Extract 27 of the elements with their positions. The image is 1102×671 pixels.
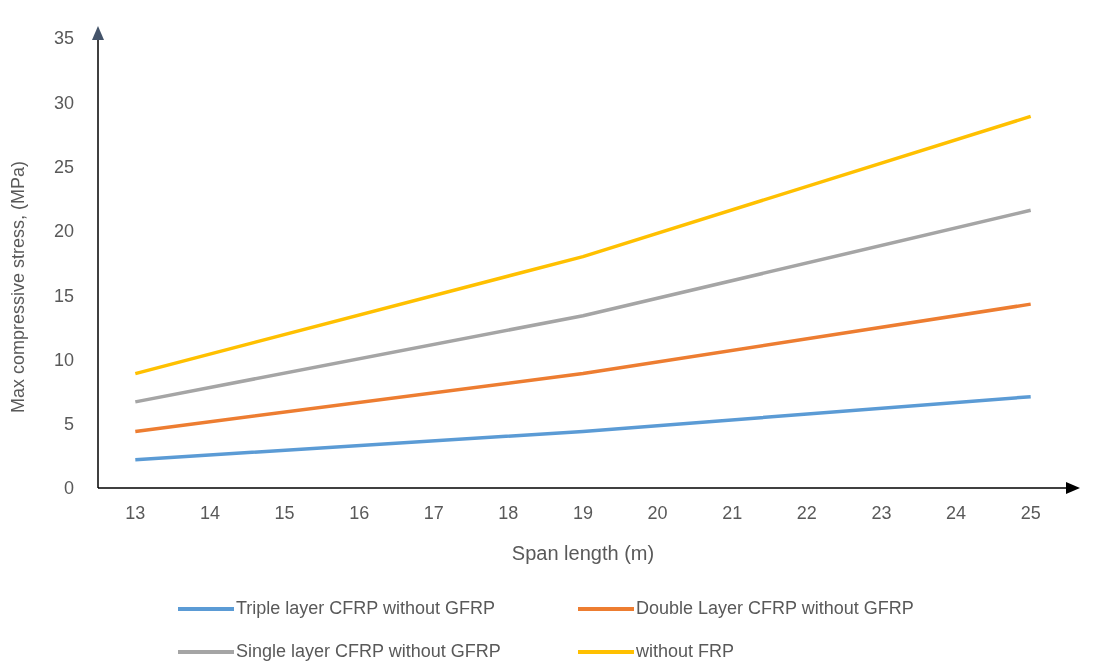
x-tick-label: 18 (498, 502, 519, 523)
legend-label: Single layer CFRP without GFRP (236, 641, 501, 662)
x-tick-label: 21 (722, 502, 743, 523)
legend-label: Triple layer CFRP without GFRP (236, 598, 496, 619)
x-tick-label: 17 (423, 502, 444, 523)
x-tick-label: 20 (647, 502, 668, 523)
y-tick-label: 30 (53, 92, 74, 113)
y-tick-label: 15 (53, 285, 74, 306)
y-tick-label: 0 (63, 478, 74, 499)
x-tick-label: 19 (572, 502, 594, 523)
y-tick-label: 5 (63, 414, 74, 435)
y-axis-title: Max compressive stress, (MPa) (8, 160, 29, 413)
x-tick-label: 13 (125, 502, 146, 523)
y-tick-label: 25 (53, 156, 74, 177)
x-tick-label: 25 (1020, 502, 1041, 523)
x-tick-label: 14 (199, 502, 220, 523)
y-tick-label: 35 (53, 28, 74, 49)
x-tick-label: 24 (946, 502, 967, 523)
x-tick-label: 23 (871, 502, 892, 523)
x-tick-label: 15 (274, 502, 295, 523)
y-tick-label: 10 (53, 349, 74, 370)
y-tick-label: 20 (53, 221, 74, 242)
x-tick-label: 16 (349, 502, 370, 523)
legend-label: without FRP (636, 641, 735, 662)
x-tick-label: 22 (796, 502, 817, 523)
x-axis-title: Span length (m) (511, 542, 655, 564)
legend-label: Double Layer CFRP without GFRP (636, 598, 914, 619)
